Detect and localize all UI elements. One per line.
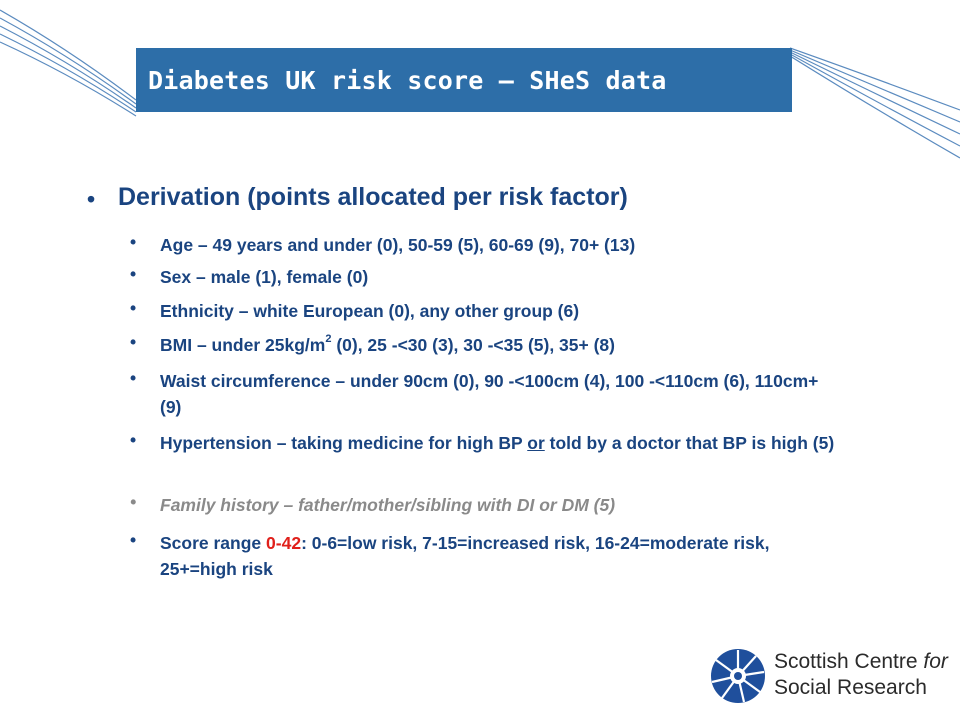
item-text: Ethnicity – white European (0), any othe…: [160, 301, 580, 321]
hypertension-text-start: Hypertension – taking medicine for high …: [160, 433, 528, 453]
score-text-start: Score range: [160, 533, 267, 553]
item-text: Family history – father/mother/sibling w…: [160, 495, 616, 515]
item-text: Age – 49 years and under (0), 50-59 (5),…: [160, 235, 636, 255]
logo-text-line1: Scottish Centre for: [774, 650, 948, 674]
logo-text-line2: Social Research: [774, 676, 927, 699]
decorative-lines-left: [0, 9, 137, 117]
item-text: BMI – under 25kg/m2 (0), 25 -<30 (3), 30…: [160, 332, 840, 358]
slide-title: Diabetes UK risk score – SHeS data: [148, 65, 667, 95]
logo-text-italic: for: [923, 650, 948, 673]
bullet-dot: •: [130, 492, 137, 512]
logo-text-main: Scottish Centre: [774, 650, 924, 673]
main-bullet-dot: •: [87, 186, 96, 212]
hypertension-or-underlined: or: [527, 433, 545, 453]
bullet-dot: •: [130, 530, 137, 550]
score-text-end: : 0-6=low risk, 7-15=increased risk, 16-…: [160, 533, 770, 579]
bullet-dot: •: [130, 232, 137, 252]
bullet-dot: •: [130, 298, 137, 318]
bmi-text-start: BMI – under 25kg/m: [160, 335, 326, 355]
main-bullet-text: Derivation (points allocated per risk fa…: [118, 183, 628, 211]
bullet-dot: •: [130, 264, 137, 284]
bullet-dot: •: [130, 430, 137, 450]
organisation-logo: Scottish Centre for Social Research: [710, 648, 950, 708]
item-text: Sex – male (1), female (0): [160, 267, 369, 287]
starburst-logo-icon: [711, 649, 765, 703]
item-text: Score range 0-42: 0-6=low risk, 7-15=inc…: [160, 530, 840, 582]
bullet-dot: •: [130, 368, 137, 388]
title-bar: Diabetes UK risk score – SHeS data: [136, 48, 792, 112]
bmi-text-end: (0), 25 -<30 (3), 30 -<35 (5), 35+ (8): [331, 335, 615, 355]
bullet-dot: •: [130, 332, 137, 352]
score-range-highlight: 0-42: [266, 533, 302, 553]
decorative-lines-right: [790, 47, 960, 159]
hypertension-text-end: told by a doctor that BP is high (5): [544, 433, 835, 453]
item-text: Waist circumference – under 90cm (0), 90…: [160, 371, 819, 417]
item-text: Hypertension – taking medicine for high …: [160, 430, 840, 456]
bmi-superscript: 2: [325, 333, 332, 346]
